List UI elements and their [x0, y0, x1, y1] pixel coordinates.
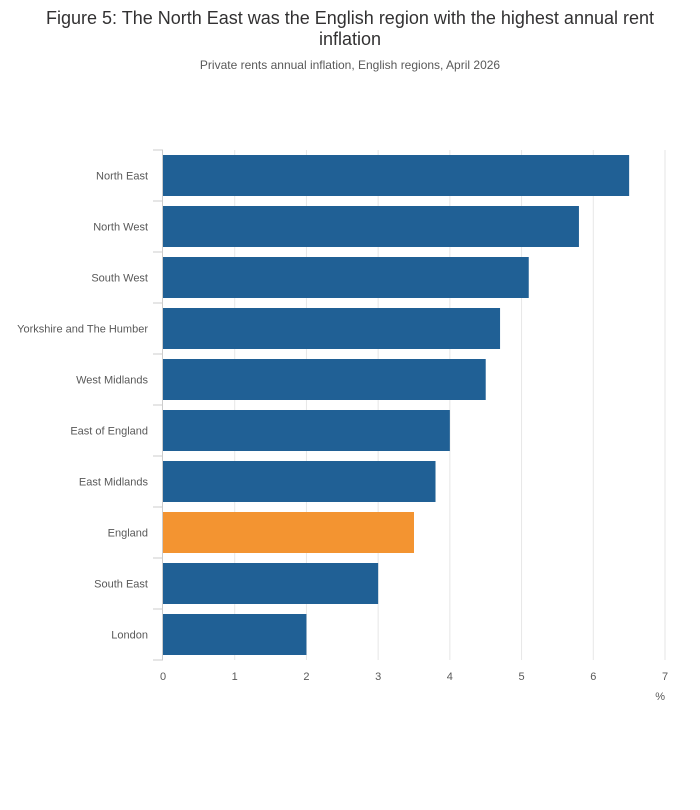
category-label: South West — [91, 273, 148, 285]
category-label: West Midlands — [76, 375, 148, 387]
bar — [163, 206, 579, 247]
category-label: England — [108, 528, 148, 540]
bar — [163, 359, 486, 400]
bar — [163, 155, 630, 196]
category-label: North East — [96, 171, 148, 183]
x-tick-label: 3 — [375, 671, 381, 683]
category-label: South East — [94, 579, 148, 591]
x-tick-labels: 0 1 2 3 4 5 6 7 — [160, 671, 668, 683]
category-label: London — [111, 630, 148, 642]
x-tick-label: 5 — [519, 671, 525, 683]
x-tick-label: 7 — [662, 671, 668, 683]
bar — [163, 563, 379, 604]
x-tick-label: 2 — [303, 671, 309, 683]
category-label: Yorkshire and The Humber — [17, 324, 148, 336]
bars — [163, 155, 630, 655]
bar — [163, 512, 414, 553]
x-tick-label: 1 — [232, 671, 238, 683]
axes — [153, 149, 163, 661]
x-tick-label: 6 — [590, 671, 596, 683]
x-tick-label: 0 — [160, 671, 166, 683]
bar — [163, 308, 501, 349]
x-tick-label: 4 — [447, 671, 453, 683]
bar — [163, 257, 529, 298]
bar — [163, 614, 307, 655]
bar — [163, 461, 436, 502]
category-labels: North East North West South West Yorkshire … — [17, 171, 148, 642]
x-axis-unit-label: % — [655, 691, 665, 703]
category-label: East of England — [70, 426, 148, 438]
category-label: East Midlands — [79, 477, 149, 489]
category-label: North West — [93, 222, 148, 234]
chart-title: Figure 5: The North East was the English… — [45, 8, 655, 49]
chart-subtitle: Private rents annual inflation, English … — [199, 58, 501, 72]
bar — [163, 410, 450, 451]
